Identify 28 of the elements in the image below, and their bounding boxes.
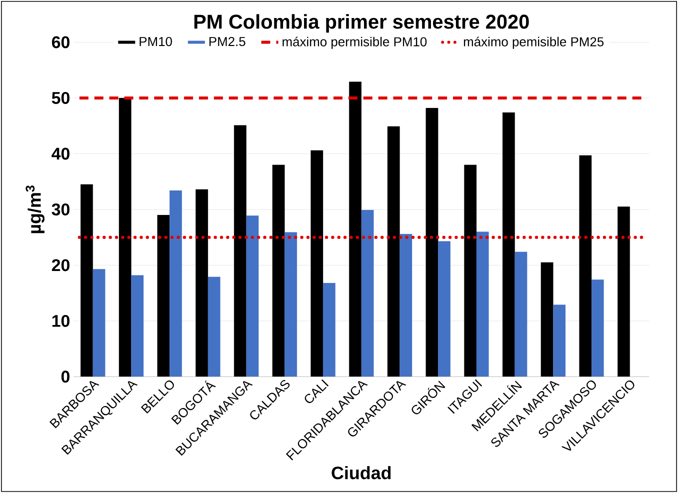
bar	[514, 252, 528, 377]
y-tick-label: 20	[52, 259, 70, 272]
legend-label: PM10	[140, 36, 172, 46]
y-tick-label: 50	[52, 92, 70, 104]
y-tick-label: 10	[52, 314, 70, 327]
chart-title: PM Colombia primer semestre 2020	[194, 14, 529, 33]
bar	[92, 269, 106, 377]
bar	[246, 216, 259, 377]
bar	[208, 276, 220, 377]
bar	[131, 275, 144, 377]
y-axis-title: µg/m$^{3}$	[26, 186, 45, 234]
bar	[476, 232, 489, 377]
bar	[438, 241, 450, 377]
y-tick-label: 0	[61, 370, 70, 383]
bar	[322, 283, 336, 377]
bar	[553, 304, 566, 377]
y-tick-label: 30	[52, 203, 70, 216]
legend-label: máximo permisible PM10	[282, 36, 427, 49]
legend-label: máximo pemisible PM25	[464, 36, 604, 49]
legend-label: PM2.5	[209, 36, 246, 46]
bar	[170, 190, 182, 377]
y-tick-label: 40	[52, 148, 70, 160]
bar	[361, 210, 374, 377]
y-tick-label: 60	[52, 36, 70, 48]
x-axis-title: Ciudad	[332, 466, 391, 480]
bar	[591, 280, 604, 377]
bar	[400, 234, 412, 377]
bar	[284, 232, 297, 377]
